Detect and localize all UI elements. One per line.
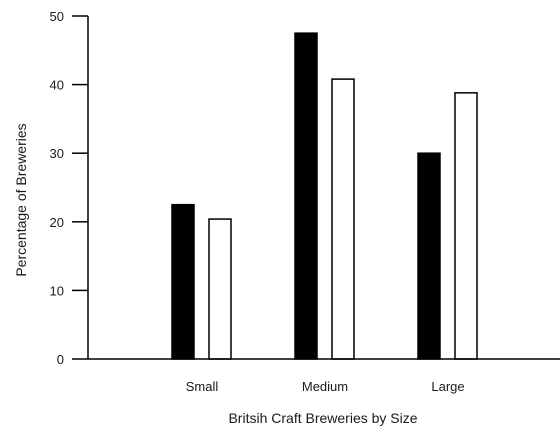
y-tick-label: 50 (50, 9, 64, 24)
bar-large-series-2 (454, 92, 478, 360)
y-tick-label: 0 (57, 352, 64, 367)
x-tick-label: Large (431, 379, 464, 394)
y-tick-label: 30 (50, 146, 64, 161)
y-tick-label: 20 (50, 215, 64, 230)
bar-medium-series-1 (294, 32, 318, 360)
bar-small-series-2 (208, 218, 232, 360)
y-tick-label: 40 (50, 78, 64, 93)
x-axis-label: Britsih Craft Breweries by Size (228, 410, 417, 426)
x-axis-ticks: Small Medium Large (186, 379, 465, 394)
bar-large-series-1 (417, 152, 441, 360)
x-tick-label: Small (186, 379, 219, 394)
y-axis-ticks: 0 10 20 30 40 50 (50, 9, 88, 367)
y-tick-label: 10 (50, 283, 64, 298)
bar-medium-series-2 (331, 78, 355, 360)
chart-marks (171, 32, 478, 360)
x-tick-label: Medium (302, 379, 348, 394)
bar-small-series-1 (171, 203, 195, 360)
y-axis-label: Percentage of Breweries (13, 123, 29, 276)
